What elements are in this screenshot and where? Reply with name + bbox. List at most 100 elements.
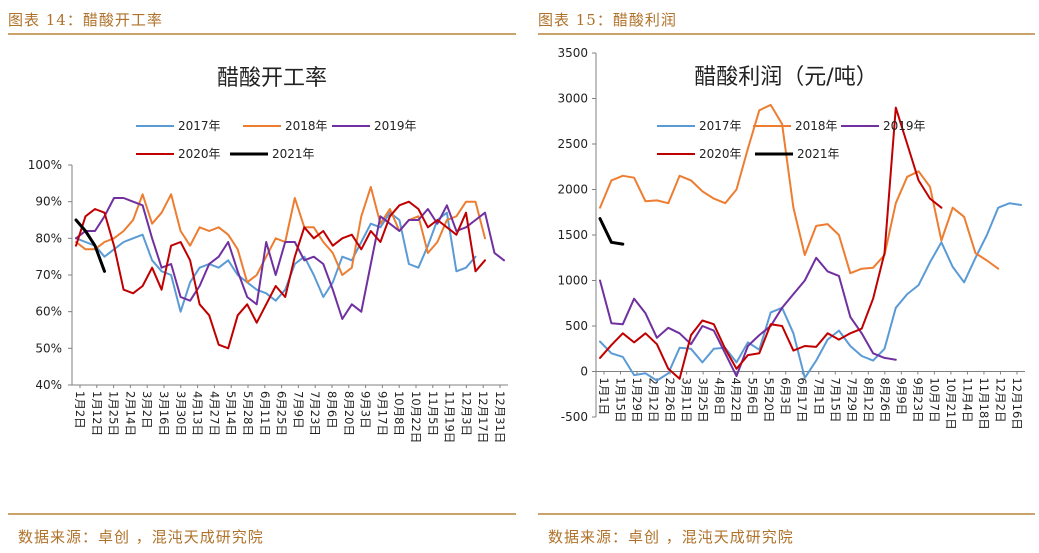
legend-label-2020: 2020年 [178, 147, 221, 161]
series-line-2021 [74, 218, 106, 273]
y-tick-label-3500: 3500 [557, 46, 588, 60]
x-tick-label: 9月23日 [911, 378, 925, 423]
y-tick-label-90: 90% [35, 195, 62, 209]
x-tick-label: 1月29日 [630, 378, 644, 423]
x-tick-label: 10月22日 [409, 391, 423, 443]
x-tick-label: 11月18日 [977, 378, 991, 430]
series-line-2021 [598, 217, 625, 246]
legend-label-2019: 2019年 [374, 119, 417, 133]
series-line-2018 [599, 103, 1000, 275]
series-line-2018 [75, 186, 486, 284]
x-tick-label: 11月4日 [960, 378, 974, 423]
legend-label-2021: 2021年 [797, 147, 840, 161]
x-tick-label: 5月14日 [224, 391, 238, 436]
x-tick-label: 4月13日 [191, 391, 205, 436]
x-tick-label: 9月9日 [894, 378, 908, 416]
x-tick-label: 6月17日 [795, 378, 809, 423]
x-tick-label: 8月26日 [878, 378, 892, 423]
y-tick-label-500: 500 [565, 319, 588, 333]
x-tick-label: 12月16日 [1010, 378, 1024, 430]
figure-caption: 图表 15：醋酸利润 [538, 11, 677, 29]
series-line-2019 [75, 197, 505, 320]
x-tick-label: 10月7日 [927, 378, 941, 423]
legend-label-2017: 2017年 [699, 119, 742, 133]
caption-divider [8, 33, 516, 35]
x-tick-label: 3月11日 [680, 378, 694, 423]
x-tick-label: 2月14日 [123, 391, 137, 436]
x-tick-label: 11月19日 [443, 391, 457, 443]
x-tick-label: 5月20日 [762, 378, 776, 423]
y-tick-label-2000: 2000 [557, 183, 588, 197]
y-tick-label-2500: 2500 [557, 137, 588, 151]
x-tick-label: 1月12日 [90, 391, 104, 436]
panel-acetic-acid-profit: 图表 15：醋酸利润 醋酸利润（元/吨） -500 0 500 1000 1500 2000… [530, 0, 1039, 553]
legend-label-2017: 2017年 [178, 119, 221, 133]
x-tick-label: 1月25日 [107, 391, 121, 436]
x-tick-label: 6月3日 [779, 378, 793, 416]
series-line-2017 [75, 211, 477, 313]
y-tick-label-0: 0 [580, 365, 588, 379]
series-line-2019 [599, 256, 897, 378]
x-tick-label: 7月9日 [291, 391, 305, 429]
y-tick-label-80: 80% [35, 231, 62, 245]
y-tick-label-1000: 1000 [557, 274, 588, 288]
x-tick-label: 3月25日 [696, 378, 710, 423]
source-note: 数据来源：卓创 ，混沌天成研究院 [548, 528, 794, 546]
x-tick-label: 6月25日 [275, 391, 289, 436]
x-tick-label: 3月2日 [140, 391, 154, 429]
y-tick-label-1500: 1500 [557, 228, 588, 242]
y-tick-label-40: 40% [35, 378, 62, 392]
x-tick-label: 7月15日 [828, 378, 842, 423]
y-tick-label-60: 60% [35, 305, 62, 319]
legend-label-2018: 2018年 [795, 119, 838, 133]
y-tick-label-100: 100% [28, 158, 62, 172]
x-tick-label: 11月5日 [426, 391, 440, 436]
x-tick-label: 7月29日 [845, 378, 859, 423]
x-tick-label: 1月1日 [597, 378, 611, 416]
y-tick-label-3000: 3000 [557, 92, 588, 106]
x-tick-label: 4月27日 [207, 391, 221, 436]
y-tick-label-50: 50% [35, 341, 62, 355]
series-line-2020 [599, 106, 943, 380]
x-tick-label: 6月11日 [258, 391, 272, 436]
x-tick-label: 1月2日 [73, 391, 87, 429]
x-tick-label: 12月2日 [993, 378, 1007, 423]
x-tick-label: 8月12日 [861, 378, 875, 423]
y-tick-label-70: 70% [35, 268, 62, 282]
x-tick-label: 3月16日 [157, 391, 171, 436]
profit-chart: 醋酸利润（元/吨） -500 0 500 1000 1500 2000 2500 3000 350… [557, 46, 1025, 430]
x-tick-label: 3月30日 [174, 391, 188, 436]
series-line-2020 [75, 200, 486, 350]
source-note: 数据来源：卓创 ，混沌天成研究院 [18, 528, 264, 546]
x-tick-label: 2月12日 [647, 378, 661, 423]
x-tick-label: 4月8日 [713, 378, 727, 416]
x-tick-label: 9月17日 [375, 391, 389, 436]
chart-title: 醋酸利润（元/吨） [694, 65, 877, 90]
operating-rate-chart: 醋酸开工率 40% 50% 60% 70% 80% 90% 100% 1月2日 1月12日 1月25… [28, 66, 508, 443]
caption-divider [538, 33, 1035, 35]
x-tick-label: 7月23日 [308, 391, 322, 436]
x-tick-label: 8月6日 [325, 391, 339, 429]
legend-label-2020: 2020年 [699, 147, 742, 161]
x-tick-label: 1月15日 [614, 378, 628, 423]
x-tick-label: 12月3日 [459, 391, 473, 436]
x-tick-label: 5月6日 [746, 378, 760, 416]
x-tick-label: 10月8日 [392, 391, 406, 436]
x-tick-label: 8月20日 [342, 391, 356, 436]
legend-label-2019: 2019年 [883, 119, 926, 133]
x-tick-label: 10月21日 [944, 378, 958, 430]
panel-acetic-acid-operating-rate: 图表 14：醋酸开工率 醋酸开工率 40% 50% 60% 70% 80% 90% 100% 1… [0, 0, 519, 553]
x-tick-label: 12月31日 [493, 391, 507, 443]
legend-label-2018: 2018年 [285, 119, 328, 133]
source-divider [8, 513, 516, 515]
x-tick-label: 2月26日 [663, 378, 677, 423]
x-tick-label: 7月1日 [812, 378, 826, 416]
x-tick-label: 4月22日 [729, 378, 743, 423]
chart-title: 醋酸开工率 [217, 66, 327, 91]
legend-label-2021: 2021年 [272, 147, 315, 161]
series-line-2017 [599, 202, 1022, 382]
figure-caption: 图表 14：醋酸开工率 [8, 11, 163, 29]
y-tick-label-500: -500 [561, 410, 588, 424]
x-tick-label: 5月28日 [241, 391, 255, 436]
x-tick-label: 12月17日 [476, 391, 490, 443]
